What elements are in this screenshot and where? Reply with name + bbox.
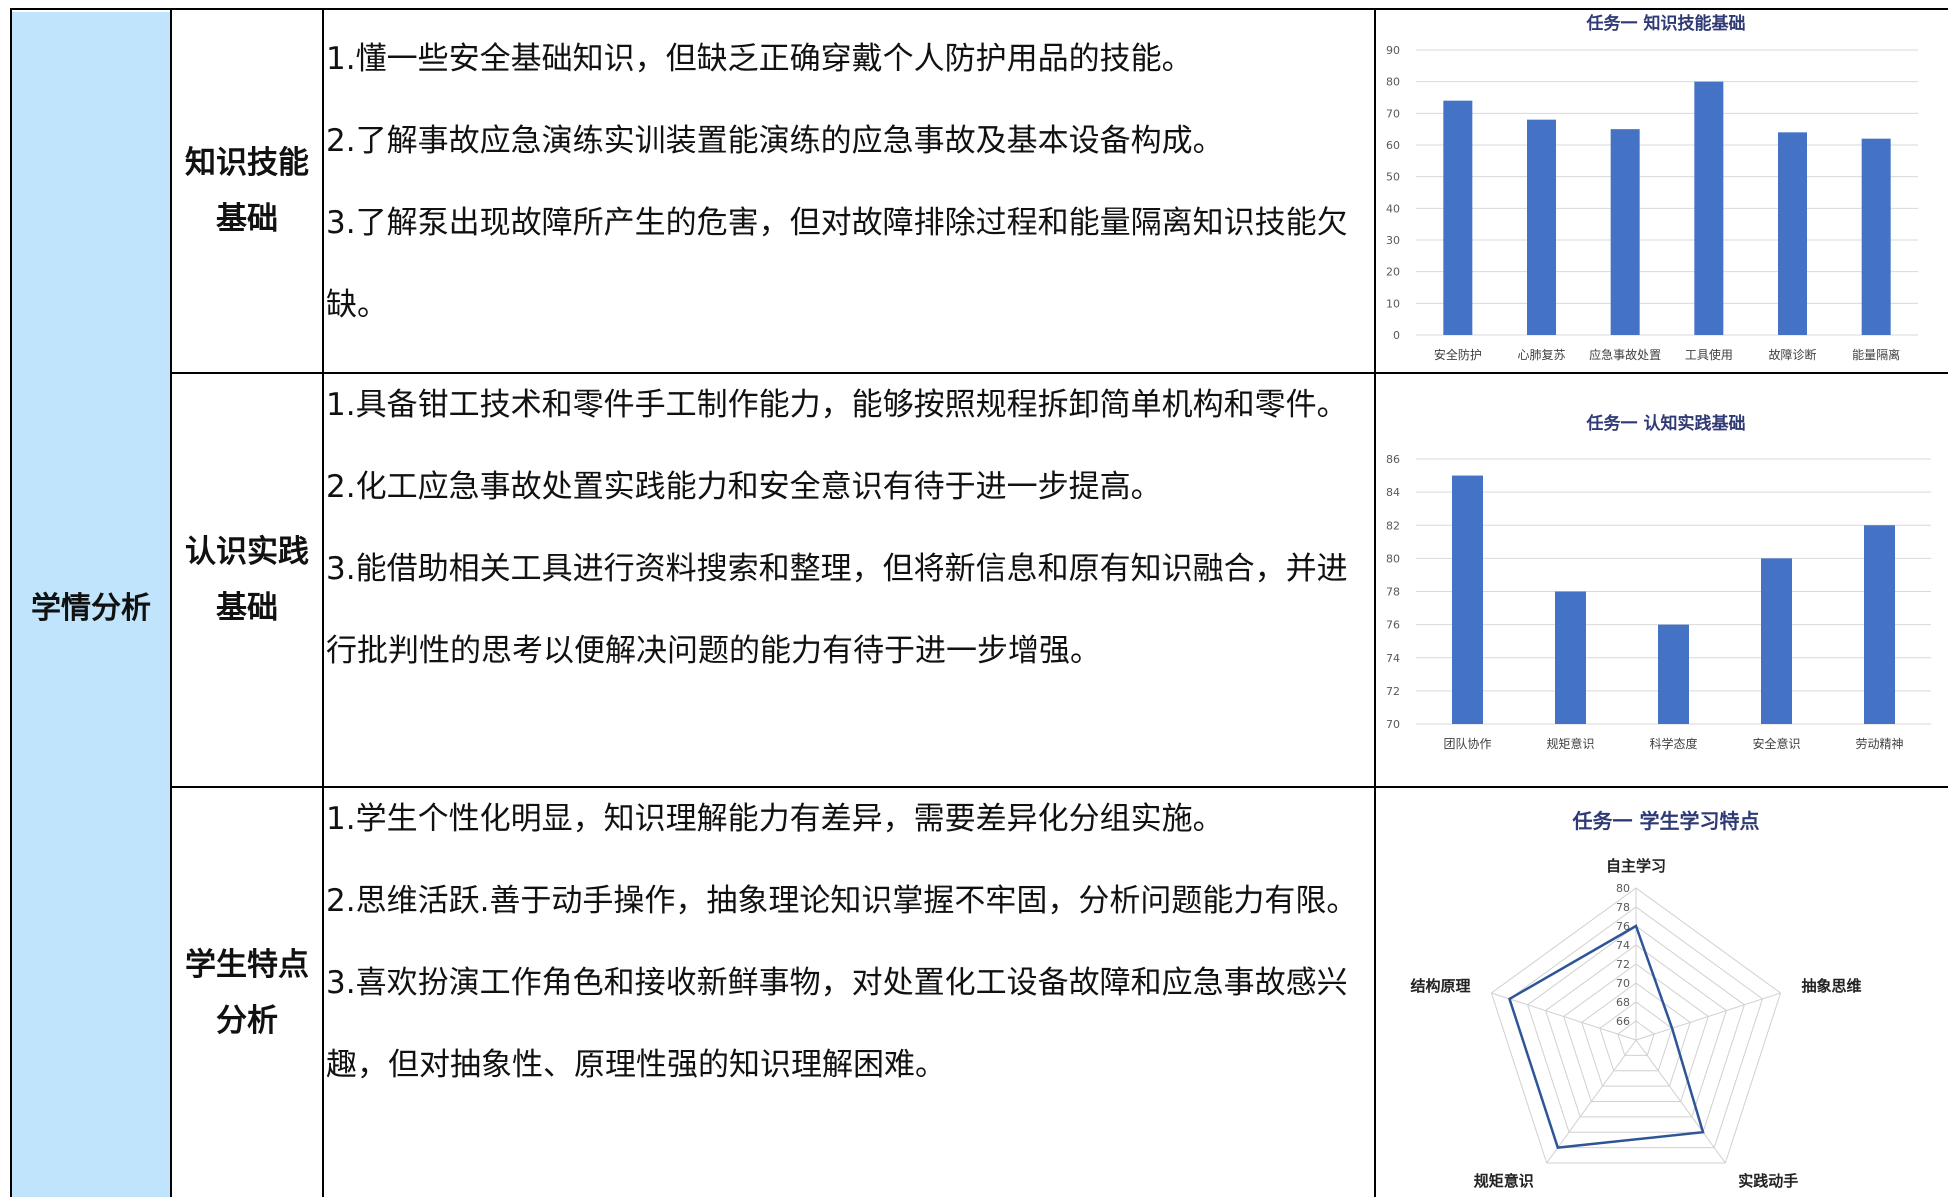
table-border: [1374, 8, 1376, 1197]
radar-tick-label: 80: [1616, 882, 1630, 895]
y-tick-label: 76: [1386, 619, 1400, 632]
radar-tick-label: 66: [1616, 1015, 1630, 1028]
y-tick-label: 70: [1386, 718, 1400, 731]
bar: [1527, 120, 1556, 335]
radar-tick-label: 78: [1616, 901, 1630, 914]
x-tick-label: 心肺复苏: [1517, 348, 1565, 362]
row-label-line: 知识技能: [185, 135, 309, 191]
x-tick-label: 规矩意识: [1546, 736, 1594, 751]
x-tick-label: 科学态度: [1649, 736, 1697, 751]
row-label-knowledge: 知识技能 基础: [172, 10, 322, 372]
x-tick-label: 故障诊断: [1768, 347, 1816, 362]
radar-spoke: [1491, 993, 1636, 1040]
y-tick-label: 10: [1386, 297, 1400, 310]
row-text-practice: 1.具备钳工技术和零件手工制作能力，能够按照规程拆卸简单机构和零件。 2.化工应…: [324, 364, 1374, 786]
row-label-line: 学生特点: [185, 937, 309, 993]
y-tick-label: 84: [1386, 486, 1400, 499]
y-tick-label: 80: [1386, 552, 1400, 565]
chart-title: 任务一 知识技能基础: [1586, 13, 1746, 34]
paragraph: 1.学生个性化明显，知识理解能力有差异，需要差异化分组实施。: [324, 778, 1374, 860]
x-tick-label: 应急事故处置: [1589, 347, 1661, 362]
main-label: 学情分析: [12, 12, 170, 1197]
bar: [1694, 82, 1723, 335]
row-label-line: 认识实践: [185, 524, 309, 580]
radar-axis-label: 规矩意识: [1474, 1172, 1534, 1190]
paragraph: 3.喜欢扮演工作角色和接收新鲜事物，对处置化工设备故障和应急事故感兴趣，但对抽象…: [324, 942, 1374, 1106]
radar-tick-label: 72: [1616, 958, 1630, 971]
x-tick-label: 能量隔离: [1852, 347, 1900, 362]
bar: [1555, 592, 1586, 725]
y-tick-label: 90: [1386, 44, 1400, 57]
radar-tick-label: 68: [1616, 996, 1630, 1009]
x-tick-label: 安全意识: [1752, 736, 1800, 751]
bar: [1452, 476, 1483, 724]
paragraph: 1.懂一些安全基础知识，但缺乏正确穿戴个人防护用品的技能。: [324, 18, 1374, 100]
y-tick-label: 72: [1386, 685, 1400, 698]
y-tick-label: 0: [1393, 329, 1400, 342]
table-border: [10, 8, 12, 1197]
row-label-line: 基础: [185, 191, 309, 247]
x-tick-label: 团队协作: [1443, 736, 1491, 751]
paragraph: 3.了解泵出现故障所产生的危害，但对故障排除过程和能量隔离知识技能欠缺。: [324, 182, 1374, 346]
x-tick-label: 劳动精神: [1855, 737, 1903, 751]
radar-axis-label: 结构原理: [1411, 977, 1471, 995]
radar-axis-label: 抽象思维: [1801, 977, 1861, 995]
bar: [1658, 625, 1689, 724]
bar-chart-knowledge: 任务一 知识技能基础 0 10 20 30 40 50 60 70 80 90 安全防护 心肺复苏 应急事…: [1376, 10, 1948, 372]
bar: [1864, 525, 1895, 724]
y-tick-label: 86: [1386, 453, 1400, 466]
row-label-traits: 学生特点 分析: [172, 788, 322, 1197]
row-text-traits: 1.学生个性化明显，知识理解能力有差异，需要差异化分组实施。 2.思维活跃.善于…: [324, 778, 1374, 1197]
chart-title: 任务一 认知实践基础: [1586, 413, 1746, 434]
paragraph: 3.能借助相关工具进行资料搜索和整理，但将新信息和原有知识融合，并进行批判性的思…: [324, 528, 1374, 692]
row-text-knowledge: 1.懂一些安全基础知识，但缺乏正确穿戴个人防护用品的技能。 2.了解事故应急演练…: [324, 18, 1374, 372]
y-tick-label: 70: [1386, 107, 1400, 120]
y-tick-label: 20: [1386, 266, 1400, 279]
y-tick-label: 74: [1386, 652, 1400, 665]
bar-chart-practice: 任务一 认知实践基础 70 72 74 76 78 80 82 84 86 团队协作 规矩意识 科学态度…: [1376, 374, 1948, 786]
y-tick-label: 60: [1386, 139, 1400, 152]
paragraph: 2.思维活跃.善于动手操作，抽象理论知识掌握不牢固，分析问题能力有限。: [324, 860, 1374, 942]
x-tick-label: 安全防护: [1434, 347, 1482, 362]
y-tick-label: 80: [1386, 76, 1400, 89]
row-label-line: 基础: [185, 580, 309, 636]
table-border: [170, 786, 1948, 788]
y-tick-label: 30: [1386, 234, 1400, 247]
paragraph: 2.了解事故应急演练实训装置能演练的应急事故及基本设备构成。: [324, 100, 1374, 182]
paragraph: 1.具备钳工技术和零件手工制作能力，能够按照规程拆卸简单机构和零件。: [324, 364, 1374, 446]
bar: [1778, 132, 1807, 335]
row-label-practice: 认识实践 基础: [172, 374, 322, 786]
table-border: [322, 8, 324, 1197]
paragraph: 2.化工应急事故处置实践能力和安全意识有待于进一步提高。: [324, 446, 1374, 528]
bar: [1761, 558, 1792, 724]
table-border: [170, 372, 1948, 374]
radar-spoke: [1636, 993, 1781, 1040]
chart-cell-traits: 任务一 学生学习特点 66 68 70 72 74 76 78 80 自主学习 抽象思维 实践动手 规矩…: [1376, 788, 1948, 1197]
y-tick-label: 50: [1386, 171, 1400, 184]
chart-title: 任务一 学生学习特点: [1572, 809, 1760, 833]
chart-cell-practice: 任务一 认知实践基础 70 72 74 76 78 80 82 84 86 团队协作 规矩意识 科学态度…: [1376, 374, 1948, 786]
chart-cell-knowledge: 任务一 知识技能基础 0 10 20 30 40 50 60 70 80 90 安全防护 心肺复苏 应急事…: [1376, 10, 1948, 372]
radar-tick-label: 70: [1616, 977, 1630, 990]
row-label-line: 分析: [185, 993, 309, 1049]
y-tick-label: 40: [1386, 202, 1400, 215]
x-tick-label: 工具使用: [1685, 347, 1733, 362]
bar: [1611, 129, 1640, 335]
radar-tick-label: 74: [1616, 939, 1630, 952]
y-tick-label: 78: [1386, 586, 1400, 599]
radar-axis-label: 自主学习: [1606, 857, 1666, 875]
radar-axis-label: 实践动手: [1738, 1172, 1798, 1190]
y-tick-label: 82: [1386, 519, 1400, 532]
bar: [1443, 101, 1472, 335]
bar: [1862, 139, 1891, 335]
table-border: [170, 8, 172, 1197]
table-border: [10, 8, 1948, 10]
